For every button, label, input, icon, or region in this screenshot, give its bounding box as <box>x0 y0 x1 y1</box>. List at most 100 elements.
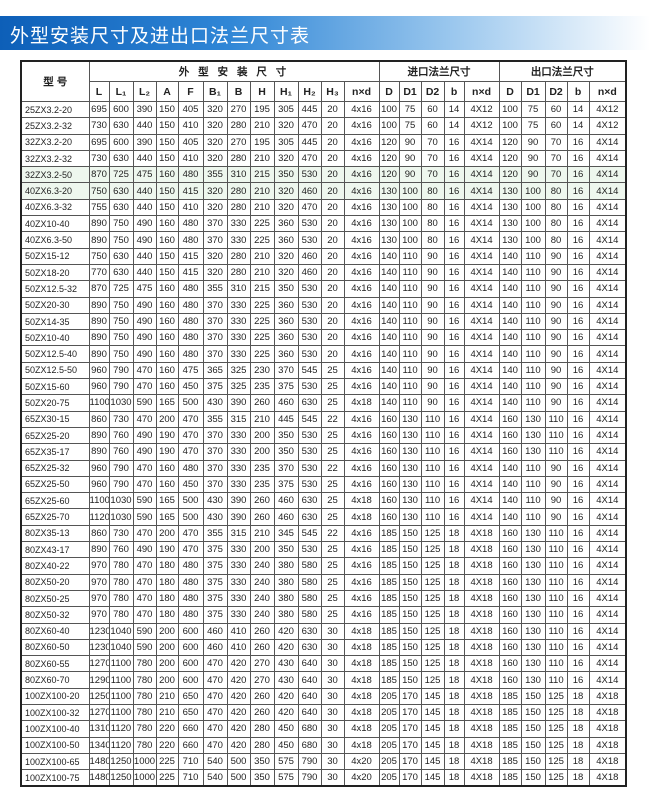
model-cell: 50ZX15-12 <box>20 247 90 265</box>
value-cell: 470 <box>202 720 228 738</box>
value-cell: 18 <box>443 687 465 705</box>
value-cell: 360 <box>273 296 299 314</box>
model-cell: 100ZX100-50 <box>20 736 90 754</box>
value-cell: 530 <box>297 541 322 559</box>
value-cell: 780 <box>108 606 134 624</box>
value-cell: 70 <box>544 133 568 151</box>
value-cell: 90 <box>420 361 445 380</box>
value-cell: 4X14 <box>588 475 627 494</box>
value-cell: 4X18 <box>463 557 500 575</box>
value-cell: 780 <box>132 720 157 738</box>
value-cell: 530 <box>297 215 322 233</box>
value-cell: 410 <box>226 622 251 640</box>
value-cell: 4X14 <box>463 508 500 526</box>
value-cell: 375 <box>202 589 228 608</box>
value-cell: 730 <box>108 524 134 543</box>
value-cell: 530 <box>297 312 322 331</box>
value-cell: 750 <box>88 182 110 200</box>
value-cell: 490 <box>132 329 157 347</box>
value-cell: 1310 <box>88 720 110 738</box>
value-cell: 1120 <box>108 736 134 754</box>
value-cell: 140 <box>378 345 400 363</box>
value-cell: 185 <box>378 573 400 591</box>
value-cell: 4X14 <box>588 541 627 559</box>
table-row: 80ZX50-20 970 780 470 180 480 375 330 240 380 580 2… <box>20 573 627 591</box>
value-cell: 200 <box>155 655 179 673</box>
value-cell: 130 <box>520 557 546 575</box>
value-cell: 780 <box>108 589 134 608</box>
value-cell: 80 <box>544 231 568 249</box>
value-cell: 16 <box>566 329 590 347</box>
value-cell: 90 <box>544 280 568 298</box>
model-cell: 50ZX14-35 <box>20 312 90 331</box>
model-header: 型 号 <box>20 60 90 102</box>
value-cell: 790 <box>108 378 134 396</box>
value-cell: 4X18 <box>588 752 627 771</box>
value-cell: 4x18 <box>343 703 380 722</box>
value-cell: 190 <box>155 443 179 461</box>
model-cell: 100ZX100-32 <box>20 703 90 722</box>
column-header: L₂ <box>132 81 157 102</box>
value-cell: 16 <box>566 459 590 477</box>
value-cell: 470 <box>132 524 157 543</box>
value-cell: 16 <box>566 198 590 217</box>
value-cell: 470 <box>132 410 157 428</box>
value-cell: 470 <box>202 703 228 722</box>
value-cell: 225 <box>249 296 275 314</box>
value-cell: 370 <box>273 459 299 477</box>
value-cell: 630 <box>297 492 322 510</box>
value-cell: 90 <box>420 296 445 314</box>
value-cell: 460 <box>273 394 299 412</box>
value-cell: 160 <box>155 345 179 363</box>
value-cell: 4x16 <box>343 280 380 298</box>
value-cell: 4x16 <box>343 247 380 265</box>
value-cell: 4x16 <box>343 361 380 380</box>
value-cell: 60 <box>420 117 445 135</box>
value-cell: 70 <box>420 166 445 184</box>
value-cell: 330 <box>226 589 251 608</box>
value-cell: 16 <box>443 329 465 347</box>
value-cell: 4x18 <box>343 394 380 412</box>
value-cell: 90 <box>544 492 568 510</box>
value-cell: 760 <box>108 541 134 559</box>
value-cell: 4X14 <box>463 215 500 233</box>
value-cell: 320 <box>273 198 299 217</box>
value-cell: 140 <box>498 263 522 282</box>
value-cell: 110 <box>544 443 568 461</box>
value-cell: 445 <box>297 100 322 119</box>
value-cell: 1100 <box>108 671 134 689</box>
value-cell: 1250 <box>88 687 110 705</box>
value-cell: 25 <box>320 557 345 575</box>
model-cell: 50ZX15-60 <box>20 378 90 396</box>
value-cell: 4X18 <box>588 703 627 722</box>
column-header: D1 <box>520 81 546 102</box>
value-cell: 60 <box>420 100 445 119</box>
value-cell: 160 <box>498 410 522 428</box>
value-cell: 150 <box>398 589 422 608</box>
value-cell: 150 <box>398 606 422 624</box>
value-cell: 30 <box>320 720 345 738</box>
value-cell: 110 <box>520 247 546 265</box>
value-cell: 16 <box>443 492 465 510</box>
table-row: 80ZX43-17 890 760 490 190 470 375 330 200 350 530 2… <box>20 541 627 559</box>
value-cell: 280 <box>249 720 275 738</box>
value-cell: 195 <box>249 133 275 151</box>
column-header: A <box>155 81 179 102</box>
value-cell: 170 <box>398 687 422 705</box>
value-cell: 4X14 <box>588 589 627 608</box>
value-cell: 16 <box>566 606 590 624</box>
value-cell: 530 <box>297 459 322 477</box>
value-cell: 4X18 <box>463 736 500 754</box>
value-cell: 470 <box>132 606 157 624</box>
value-cell: 160 <box>155 361 179 380</box>
value-cell: 4X18 <box>463 752 500 771</box>
value-cell: 370 <box>202 426 228 445</box>
value-cell: 490 <box>132 312 157 331</box>
value-cell: 150 <box>398 557 422 575</box>
value-cell: 270 <box>249 671 275 689</box>
value-cell: 110 <box>544 671 568 689</box>
value-cell: 530 <box>297 345 322 363</box>
value-cell: 490 <box>132 215 157 233</box>
value-cell: 490 <box>132 541 157 559</box>
value-cell: 90 <box>420 378 445 396</box>
